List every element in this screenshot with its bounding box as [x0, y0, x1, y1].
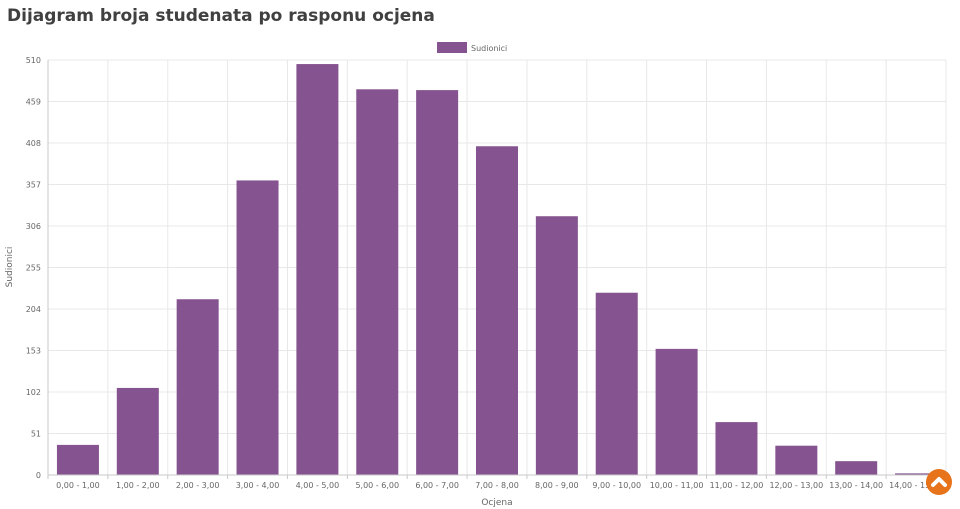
y-tick-label: 102: [26, 388, 41, 397]
x-tick-label: 7,00 - 8,00: [475, 481, 519, 490]
y-tick-label: 357: [26, 181, 41, 190]
x-tick-label: 6,00 - 7,00: [415, 481, 459, 490]
x-tick-label: 0,00 - 1,00: [56, 481, 100, 490]
x-tick-label: 12,00 - 13,00: [769, 481, 823, 490]
y-tick-label: 204: [26, 305, 41, 314]
y-tick-label: 408: [26, 139, 41, 148]
legend: Sudionici: [437, 42, 507, 53]
y-tick-label: 255: [26, 264, 41, 273]
page-title: Dijagram broja studenata po rasponu ocje…: [7, 6, 435, 26]
bar[interactable]: [416, 90, 459, 475]
x-tick-label: 9,00 - 10,00: [592, 481, 641, 490]
bar[interactable]: [236, 180, 279, 475]
axes: 0 51 102 153 204 255 306 357 408 459 510 0,00 - 1,0…: [26, 56, 946, 490]
x-tick-label: 14,00 - 15,00: [889, 481, 943, 490]
y-axis-title: Sudionici: [5, 247, 15, 288]
bar[interactable]: [535, 216, 578, 475]
bar[interactable]: [116, 387, 159, 475]
bar[interactable]: [476, 146, 518, 476]
bar[interactable]: [775, 445, 818, 475]
x-tick-label: 8,00 - 9,00: [535, 481, 579, 490]
legend-swatch: [437, 42, 467, 53]
x-tick-label: 1,00 - 2,00: [116, 481, 160, 490]
bars: [56, 64, 938, 476]
x-tick-label: 3,00 - 4,00: [236, 481, 280, 490]
bar[interactable]: [56, 444, 99, 475]
bar[interactable]: [655, 348, 698, 475]
bar[interactable]: [176, 299, 219, 475]
x-tick-label: 11,00 - 12,00: [710, 481, 764, 490]
y-tick-label: 0: [36, 471, 41, 480]
y-tick-label: 510: [26, 56, 41, 65]
y-tick-label: 306: [26, 222, 41, 231]
bar[interactable]: [296, 64, 339, 475]
scroll-to-top-button[interactable]: [926, 469, 952, 495]
y-tick-label: 153: [26, 347, 41, 356]
x-tick-label: 5,00 - 6,00: [355, 481, 399, 490]
x-tick-label: 10,00 - 11,00: [650, 481, 704, 490]
chevron-up-icon: [931, 477, 947, 487]
bar[interactable]: [356, 89, 399, 475]
x-tick-label: 13,00 - 14,00: [829, 481, 883, 490]
x-tick-label: 4,00 - 5,00: [296, 481, 340, 490]
x-tick-label: 2,00 - 3,00: [176, 481, 220, 490]
bar[interactable]: [895, 473, 938, 475]
y-tick-label: 459: [26, 98, 41, 107]
bar[interactable]: [595, 292, 638, 475]
x-axis-title: Ocjena: [481, 498, 512, 508]
bar[interactable]: [835, 461, 878, 475]
bar[interactable]: [715, 422, 758, 475]
y-tick-label: 51: [31, 430, 41, 439]
legend-label: Sudionici: [471, 44, 507, 53]
